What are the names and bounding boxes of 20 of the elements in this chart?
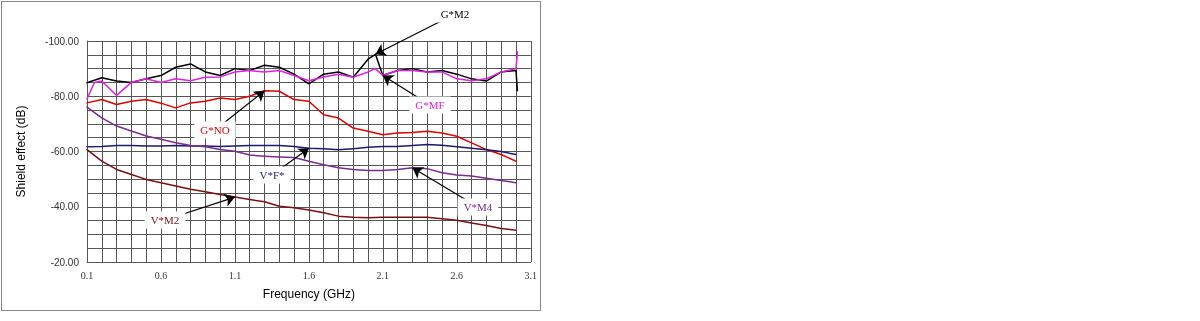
y-tick-label: -60.00 [50, 146, 80, 157]
y-tick-label: -80.00 [50, 90, 80, 102]
text: G*NO [200, 124, 230, 136]
text: G*MF [415, 99, 445, 111]
x-tick-label: 2.1 [376, 269, 390, 281]
x-tick-label: 2.6 [450, 269, 464, 281]
y-tick-label: -20.00 [50, 256, 80, 268]
y-axis-title: Shield effect (dB) [14, 105, 28, 198]
x-tick-label: 1.6 [302, 269, 316, 281]
x-tick-label: 0.6 [154, 269, 168, 281]
text: V*M2 [150, 214, 180, 226]
series-label: V*M4 [463, 201, 493, 213]
x-tick-label: 1.1 [228, 269, 242, 281]
y-tick-label: -40.00 [50, 201, 80, 213]
text: V*F* [259, 169, 285, 181]
x-axis-title: Frequency (GHz) [262, 287, 355, 301]
x-tick-label: 3.1 [524, 269, 537, 281]
x-tick-label: 0.1 [80, 269, 94, 281]
y-tick-label: -100.00 [45, 35, 80, 47]
text: G*M2 [440, 8, 470, 20]
